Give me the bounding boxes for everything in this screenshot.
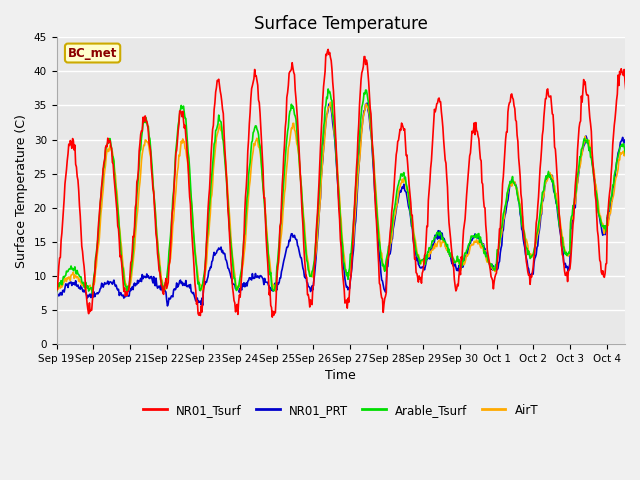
Y-axis label: Surface Temperature (C): Surface Temperature (C) bbox=[15, 114, 28, 267]
X-axis label: Time: Time bbox=[325, 369, 356, 382]
Title: Surface Temperature: Surface Temperature bbox=[254, 15, 428, 33]
Legend: NR01_Tsurf, NR01_PRT, Arable_Tsurf, AirT: NR01_Tsurf, NR01_PRT, Arable_Tsurf, AirT bbox=[138, 399, 543, 421]
Text: BC_met: BC_met bbox=[68, 47, 117, 60]
